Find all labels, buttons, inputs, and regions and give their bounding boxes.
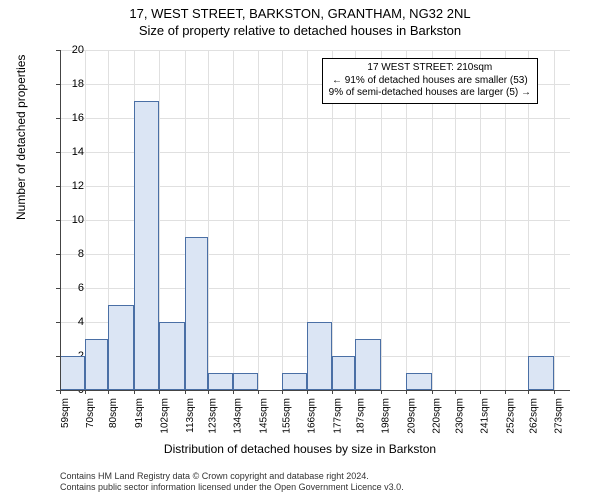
grid-line-vertical <box>554 50 555 390</box>
footer-line1: Contains HM Land Registry data © Crown c… <box>60 471 404 483</box>
y-tick-mark <box>56 50 60 51</box>
y-tick-mark <box>56 322 60 323</box>
histogram-bar <box>307 322 332 390</box>
x-tick-mark <box>332 390 333 394</box>
y-axis-line <box>60 50 61 390</box>
footer-line2: Contains public sector information licen… <box>60 482 404 494</box>
y-tick-label: 8 <box>78 248 84 260</box>
histogram-bar <box>208 373 233 390</box>
grid-line-horizontal <box>60 50 570 51</box>
histogram-bar <box>60 356 85 390</box>
y-axis-label: Number of detached properties <box>14 55 28 220</box>
histogram-bar <box>185 237 208 390</box>
y-tick-mark <box>56 220 60 221</box>
histogram-plot: 17 WEST STREET: 210sqm ← 91% of detached… <box>60 50 570 390</box>
y-tick-label: 4 <box>78 316 84 328</box>
x-tick-mark <box>528 390 529 394</box>
y-tick-mark <box>56 288 60 289</box>
x-tick-mark <box>381 390 382 394</box>
x-tick-mark <box>108 390 109 394</box>
footer-attribution: Contains HM Land Registry data © Crown c… <box>60 471 404 494</box>
histogram-bar <box>134 101 159 390</box>
x-tick-mark <box>233 390 234 394</box>
grid-line-vertical <box>258 50 259 390</box>
x-tick-mark <box>258 390 259 394</box>
histogram-bar <box>159 322 184 390</box>
x-tick-mark <box>554 390 555 394</box>
grid-line-vertical <box>208 50 209 390</box>
y-tick-label: 12 <box>72 180 84 192</box>
histogram-bar <box>85 339 108 390</box>
annotation-callout: 17 WEST STREET: 210sqm ← 91% of detached… <box>322 58 538 104</box>
x-tick-mark <box>406 390 407 394</box>
x-tick-mark <box>85 390 86 394</box>
grid-line-vertical <box>233 50 234 390</box>
histogram-bar <box>332 356 355 390</box>
annotation-line2: ← 91% of detached houses are smaller (53… <box>329 75 531 88</box>
x-tick-mark <box>455 390 456 394</box>
histogram-bar <box>108 305 133 390</box>
y-tick-label: 20 <box>72 44 84 56</box>
histogram-bar <box>355 339 380 390</box>
histogram-bar <box>233 373 258 390</box>
x-tick-mark <box>355 390 356 394</box>
grid-line-vertical <box>282 50 283 390</box>
x-tick-mark <box>282 390 283 394</box>
histogram-bar <box>282 373 307 390</box>
histogram-bar <box>528 356 553 390</box>
y-tick-mark <box>56 84 60 85</box>
y-tick-mark <box>56 356 60 357</box>
x-tick-mark <box>60 390 61 394</box>
chart-title-subtitle: Size of property relative to detached ho… <box>0 23 600 38</box>
y-tick-label: 16 <box>72 112 84 124</box>
y-tick-mark <box>56 186 60 187</box>
y-tick-label: 14 <box>72 146 84 158</box>
y-tick-label: 18 <box>72 78 84 90</box>
x-axis-label: Distribution of detached houses by size … <box>0 442 600 456</box>
histogram-bar <box>406 373 431 390</box>
x-tick-mark <box>480 390 481 394</box>
x-tick-mark <box>432 390 433 394</box>
x-tick-mark <box>307 390 308 394</box>
annotation-line1: 17 WEST STREET: 210sqm <box>329 62 531 75</box>
y-tick-mark <box>56 152 60 153</box>
x-axis-line <box>60 390 570 391</box>
annotation-line3: 9% of semi-detached houses are larger (5… <box>329 87 531 100</box>
y-tick-label: 10 <box>72 214 84 226</box>
x-tick-mark <box>159 390 160 394</box>
x-tick-mark <box>505 390 506 394</box>
x-tick-mark <box>134 390 135 394</box>
chart-title-address: 17, WEST STREET, BARKSTON, GRANTHAM, NG3… <box>0 6 600 21</box>
y-tick-label: 6 <box>78 282 84 294</box>
x-tick-mark <box>185 390 186 394</box>
x-tick-mark <box>208 390 209 394</box>
y-tick-mark <box>56 118 60 119</box>
y-tick-mark <box>56 254 60 255</box>
